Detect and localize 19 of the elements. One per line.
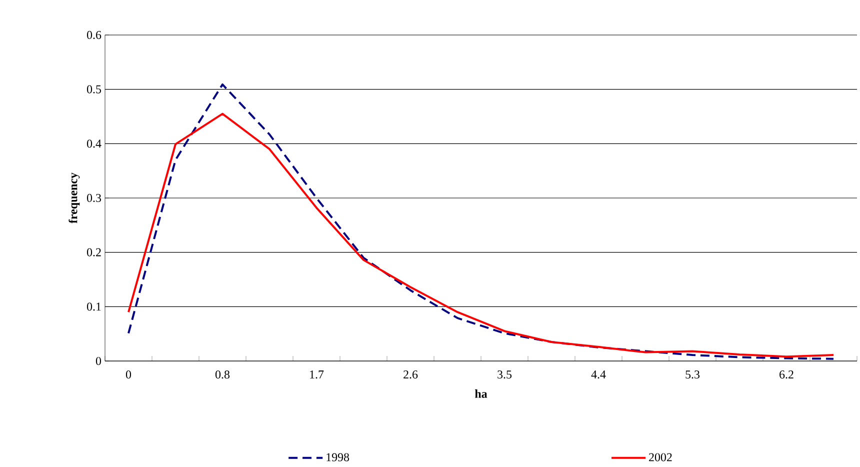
x-tick-label: 0.8: [215, 370, 230, 379]
legend-label: 2002: [649, 453, 672, 462]
y-tick-label: 0.6: [86, 31, 102, 40]
x-tick-label: 2.6: [404, 370, 418, 379]
y-axis-title: frequency: [68, 172, 80, 224]
y-tick-label: 0: [96, 357, 102, 366]
y-tick-label: 0.3: [86, 194, 102, 202]
y-tick-label: 0.5: [86, 85, 102, 94]
x-axis-title: ha: [474, 390, 488, 398]
x-tick-label: 3.5: [498, 370, 512, 379]
x-tick-label: 4.4: [591, 370, 606, 379]
x-tick-label: 5.3: [686, 370, 700, 379]
y-tick-label: 0.4: [86, 140, 102, 148]
legend-label: 1998: [326, 453, 350, 462]
y-tick-label: 0.2: [86, 248, 101, 257]
x-tick-label: 6.2: [780, 370, 794, 379]
y-tick-label: 0.1: [86, 302, 101, 311]
x-tick-label: 0: [126, 370, 132, 379]
x-tick-label: 1.7: [310, 370, 324, 379]
